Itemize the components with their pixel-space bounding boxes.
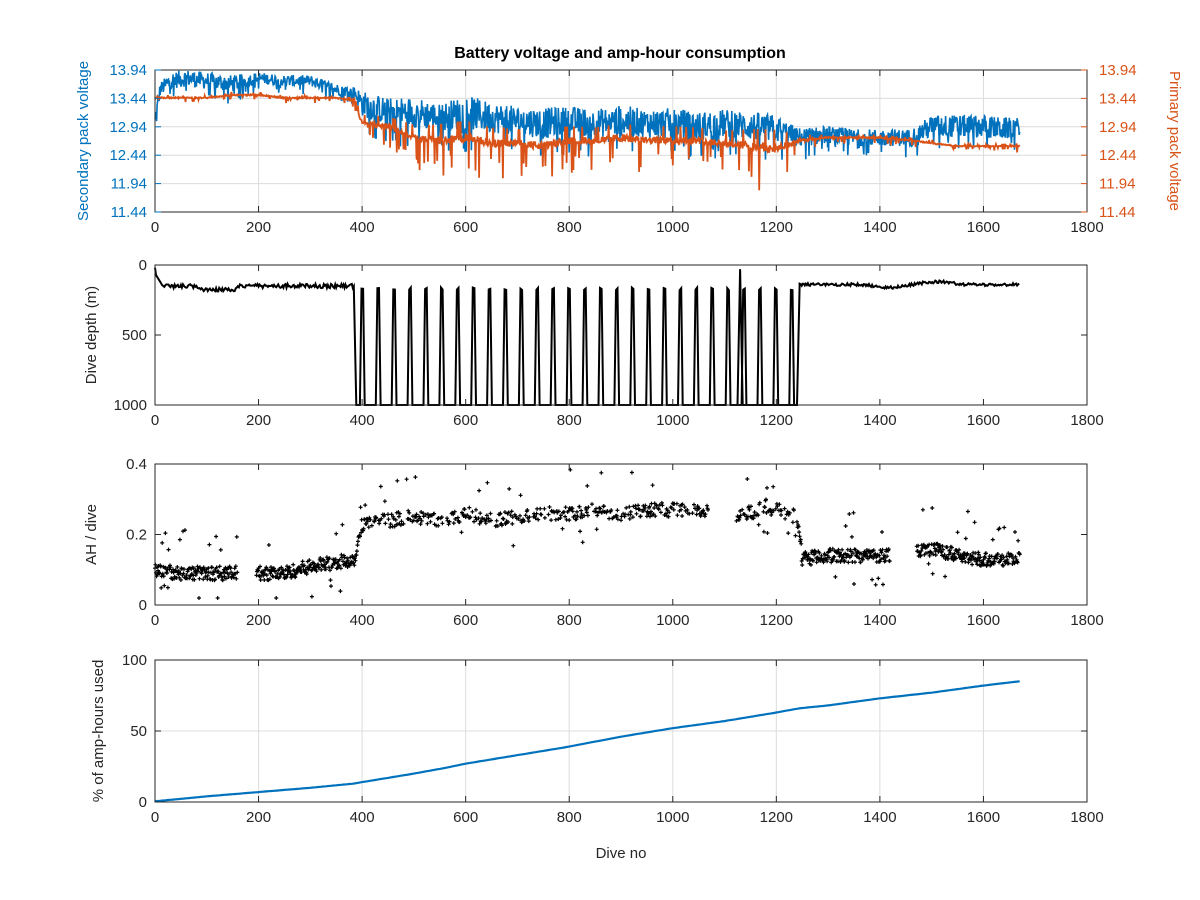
x-tick-label: 200 (246, 412, 271, 429)
x-tick-label: 1400 (863, 219, 896, 236)
y-tick-label: 0 (139, 257, 147, 274)
x-tick-label: 1000 (656, 809, 689, 826)
x-tick-label: 1800 (1070, 219, 1103, 236)
x-tick-label: 1200 (760, 219, 793, 236)
x-tick-label: 1600 (967, 219, 1000, 236)
percent-plot-area (154, 680, 1020, 803)
x-tick-label: 1400 (863, 809, 896, 826)
y-right-tick-label: 12.94 (1099, 119, 1137, 136)
y-right-tick-label: 13.44 (1099, 90, 1137, 107)
y-tick-label: 500 (122, 327, 147, 344)
dive-number-axis-label: Dive no (596, 845, 647, 862)
percent-used-line (154, 680, 1020, 803)
primary-voltage-axis-label: Primary pack voltage (1166, 71, 1183, 211)
x-tick-label: 600 (453, 809, 478, 826)
y-tick-label: 13.44 (109, 90, 147, 107)
y-right-tick-label: 11.44 (1099, 204, 1135, 221)
y-right-tick-label: 12.44 (1099, 147, 1137, 164)
depth-axis-label: Dive depth (m) (83, 286, 100, 384)
x-tick-label: 1800 (1070, 612, 1103, 629)
y-tick-label: 0.4 (126, 456, 147, 473)
y-tick-label: 12.44 (109, 147, 147, 164)
x-tick-label: 1000 (656, 219, 689, 236)
x-tick-label: 1800 (1070, 809, 1103, 826)
percent-panel: 0 200 400 600 800 1000 1200 1400 1600 1800050100 … (90, 652, 1104, 862)
primary-voltage-line (154, 91, 1021, 191)
x-tick-label: 1800 (1070, 412, 1103, 429)
voltage-panel: Battery voltage and amp-hour consumption… (75, 45, 1183, 236)
x-tick-label: 200 (246, 219, 271, 236)
x-tick-label: 1600 (967, 412, 1000, 429)
x-tick-label: 0 (151, 612, 159, 629)
x-tick-label: 1200 (760, 809, 793, 826)
y-tick-label: 0 (139, 597, 147, 614)
ah-ticks: 0 200 400 600 800 1000 1200 1400 1600 1800 0 0.2 0.4 (126, 456, 1104, 629)
y-tick-label: 0 (139, 794, 147, 811)
x-tick-label: 1400 (863, 412, 896, 429)
x-tick-label: 1000 (656, 412, 689, 429)
x-tick-label: 1600 (967, 809, 1000, 826)
y-tick-label: 12.94 (109, 119, 147, 136)
y-right-tick-label: 11.94 (1099, 176, 1135, 193)
voltage-ticks: 0 200 400 600 800 1000 1200 1400 1600 180011.4411… (109, 62, 1136, 236)
x-tick-label: 400 (350, 219, 375, 236)
y-tick-label: 1000 (114, 397, 147, 414)
x-tick-label: 1600 (967, 612, 1000, 629)
x-tick-label: 1000 (656, 612, 689, 629)
x-tick-label: 600 (453, 612, 478, 629)
x-tick-label: 400 (350, 612, 375, 629)
y-tick-label: 50 (130, 723, 147, 740)
y-tick-label: 13.94 (109, 62, 147, 79)
x-tick-label: 400 (350, 412, 375, 429)
x-tick-label: 1200 (760, 412, 793, 429)
depth-ticks: 0 200 400 600 800 1000 1200 1400 1600 1800 0 500 100… (114, 257, 1104, 429)
y-tick-label: 11.94 (111, 176, 147, 193)
chart-title: Battery voltage and amp-hour consumption (454, 45, 786, 62)
y-tick-label: 100 (122, 652, 147, 669)
x-tick-label: 0 (151, 412, 159, 429)
x-tick-label: 1200 (760, 612, 793, 629)
ah-axis-label: AH / dive (83, 504, 100, 565)
x-tick-label: 800 (557, 219, 582, 236)
x-tick-label: 800 (557, 612, 582, 629)
y-right-tick-label: 13.94 (1099, 62, 1137, 79)
secondary-voltage-axis-label: Secondary pack voltage (75, 61, 92, 221)
percent-ticks: 0 200 400 600 800 1000 1200 1400 1600 1800 0 50 100 (122, 652, 1104, 826)
x-tick-label: 400 (350, 809, 375, 826)
x-tick-label: 800 (557, 809, 582, 826)
x-tick-label: 0 (151, 809, 159, 826)
y-tick-label: 0.2 (126, 527, 147, 544)
depth-panel: 0 200 400 600 800 1000 1200 1400 1600 1800 0 500 100… (83, 257, 1104, 429)
y-tick-label: 11.44 (111, 204, 147, 221)
voltage-axes-box (154, 69, 1088, 213)
percent-axis-label: % of amp-hours used (90, 660, 107, 803)
x-tick-label: 200 (246, 612, 271, 629)
x-tick-label: 600 (453, 412, 478, 429)
x-tick-label: 200 (246, 809, 271, 826)
ah-panel: 0 200 400 600 800 1000 1200 1400 1600 1800 0 0.2 0.4… (83, 456, 1104, 629)
x-tick-label: 600 (453, 219, 478, 236)
x-tick-label: 800 (557, 412, 582, 429)
x-tick-label: 0 (151, 219, 159, 236)
voltage-plot-area (154, 70, 1021, 191)
x-tick-label: 1400 (863, 612, 896, 629)
